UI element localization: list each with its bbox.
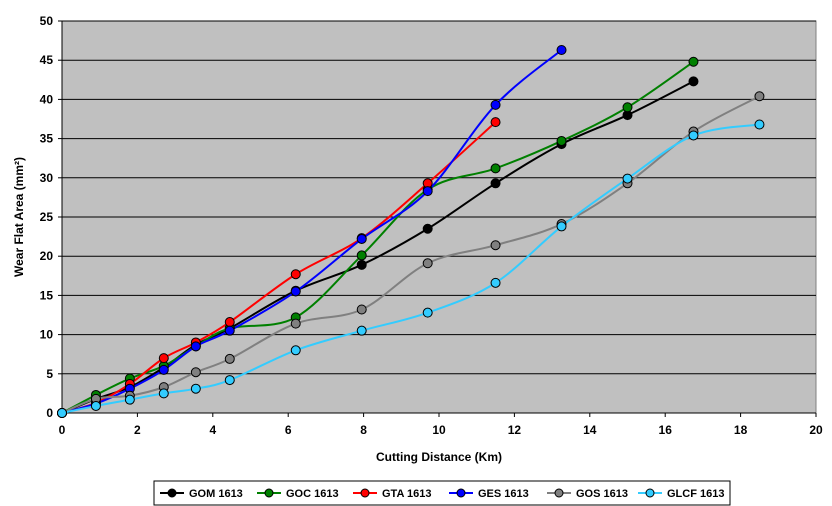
x-tick-label: 10 (432, 423, 446, 437)
legend-label-gos-1613: GOS 1613 (576, 488, 628, 500)
x-tick-label: 18 (734, 423, 748, 437)
data-point-gta-1613 (158, 353, 169, 364)
y-tick-label: 50 (40, 14, 54, 28)
y-tick-label: 10 (40, 328, 54, 342)
data-point-gom-1613 (490, 178, 501, 189)
data-point-gos-1613 (224, 353, 235, 364)
series-points (57, 45, 765, 418)
data-point-goc-1613 (490, 163, 501, 174)
data-point-glcf-1613 (224, 375, 235, 386)
y-tick-label: 20 (40, 249, 54, 263)
data-point-ges-1613 (190, 341, 201, 352)
data-point-glcf-1613 (90, 400, 101, 411)
data-point-glcf-1613 (158, 388, 169, 399)
data-point-gta-1613 (490, 117, 501, 128)
legend-swatch-marker-gos-1613 (554, 488, 564, 498)
legend-swatch-marker-gom-1613 (167, 488, 177, 498)
data-point-glcf-1613 (422, 307, 433, 318)
data-point-gos-1613 (190, 367, 201, 378)
data-point-gom-1613 (356, 259, 367, 270)
legend-label-gta-1613: GTA 1613 (382, 488, 432, 500)
data-point-glcf-1613 (622, 173, 633, 184)
data-point-goc-1613 (622, 102, 633, 113)
data-point-gom-1613 (422, 223, 433, 234)
x-tick-label: 2 (134, 423, 141, 437)
data-point-glcf-1613 (124, 394, 135, 405)
y-axis-title: Wear Flat Area (mm²) (12, 157, 26, 277)
x-tick-label: 6 (285, 423, 292, 437)
legend-label-ges-1613: GES 1613 (478, 488, 529, 500)
legend-label-glcf-1613: GLCF 1613 (667, 488, 724, 500)
x-axis-ticks: 0 2 4 6 8 10 12 14 16 18 20 (59, 413, 823, 437)
data-point-gos-1613 (490, 240, 501, 251)
data-point-glcf-1613 (290, 345, 301, 356)
legend-swatch-marker-gta-1613 (360, 488, 370, 498)
data-point-ges-1613 (224, 325, 235, 336)
y-axis-ticks: 0 5 10 15 20 25 30 35 40 45 50 (40, 14, 62, 420)
data-point-ges-1613 (290, 286, 301, 297)
data-point-gom-1613 (688, 76, 699, 87)
data-point-ges-1613 (490, 99, 501, 110)
x-tick-label: 8 (360, 423, 367, 437)
legend: GOM 1613 GOC 1613 GTA 1613 GES 1613 GOS 1613… (153, 480, 731, 506)
x-tick-label: 0 (59, 423, 66, 437)
x-tick-label: 4 (209, 423, 216, 437)
data-point-ges-1613 (422, 186, 433, 197)
data-point-ges-1613 (556, 45, 567, 56)
legend-swatch-marker-glcf-1613 (645, 488, 655, 498)
x-tick-label: 20 (809, 423, 823, 437)
y-tick-label: 15 (40, 288, 54, 302)
data-point-ges-1613 (158, 364, 169, 375)
x-tick-label: 12 (508, 423, 522, 437)
legend-swatch-marker-goc-1613 (264, 488, 274, 498)
y-tick-label: 40 (40, 92, 54, 106)
y-tick-label: 0 (46, 406, 53, 420)
data-point-glcf-1613 (754, 119, 765, 130)
data-point-gos-1613 (422, 258, 433, 269)
data-point-goc-1613 (556, 135, 567, 146)
data-point-glcf-1613 (688, 130, 699, 141)
data-point-glcf-1613 (556, 221, 567, 232)
data-point-gta-1613 (224, 317, 235, 328)
y-tick-label: 35 (40, 132, 54, 146)
data-point-goc-1613 (356, 250, 367, 261)
y-tick-label: 5 (46, 367, 53, 381)
legend-box (153, 480, 731, 506)
data-point-glcf-1613 (356, 325, 367, 336)
data-point-gos-1613 (290, 318, 301, 329)
data-point-goc-1613 (688, 56, 699, 67)
y-tick-label: 30 (40, 171, 54, 185)
x-tick-label: 14 (583, 423, 597, 437)
data-point-gos-1613 (754, 91, 765, 102)
data-point-glcf-1613 (490, 277, 501, 288)
legend-swatch-marker-ges-1613 (456, 488, 466, 498)
legend-label-goc-1613: GOC 1613 (286, 488, 339, 500)
data-point-glcf-1613 (57, 408, 67, 418)
y-tick-label: 25 (40, 210, 54, 224)
legend-label-gom-1613: GOM 1613 (189, 488, 243, 500)
y-tick-label: 45 (40, 53, 54, 67)
data-point-ges-1613 (356, 233, 367, 244)
data-point-gos-1613 (356, 304, 367, 315)
x-tick-label: 16 (659, 423, 673, 437)
data-point-gta-1613 (290, 269, 301, 280)
data-point-glcf-1613 (190, 383, 201, 394)
x-axis-title: Cutting Distance (Km) (376, 450, 502, 464)
